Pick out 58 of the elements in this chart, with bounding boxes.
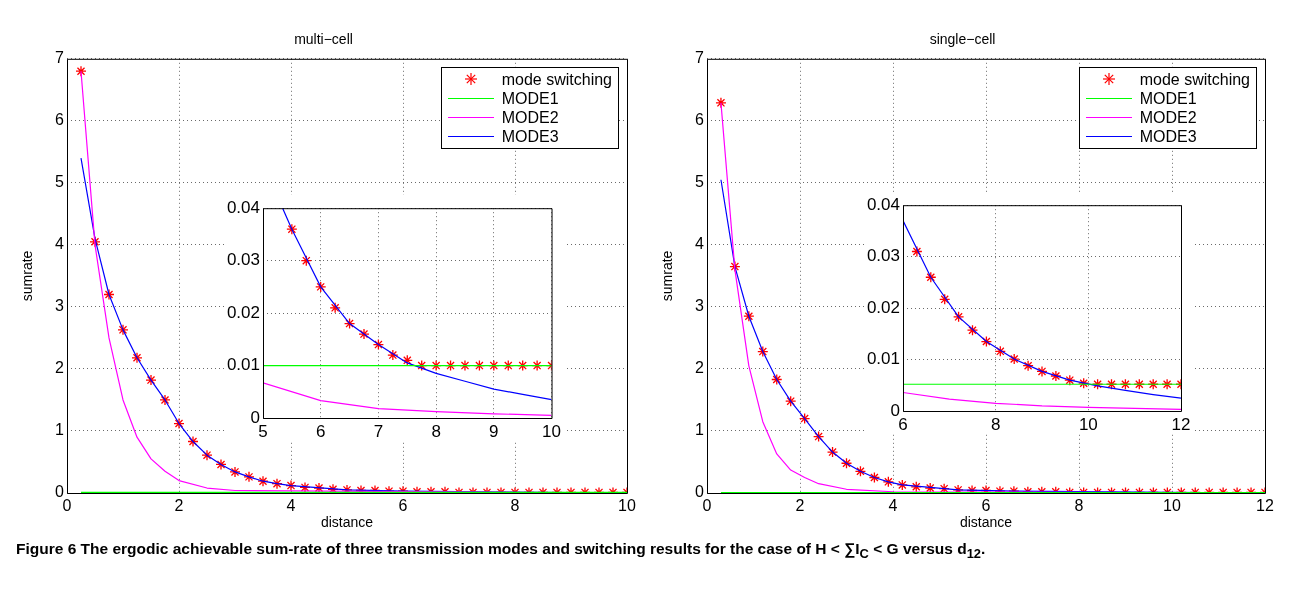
y-tick-label: 7 xyxy=(55,49,65,67)
y-tick-label: 5 xyxy=(695,173,705,191)
x-tick-label: 10 xyxy=(1078,414,1098,434)
y-tick-label: 0.02 xyxy=(866,297,900,317)
x-tick-label: 8 xyxy=(990,414,1001,434)
y-tick-label: 0.04 xyxy=(866,194,900,214)
chart-title: single−cell xyxy=(929,31,996,48)
legend-label: MODE1 xyxy=(501,88,559,108)
y-tick-label: 2 xyxy=(695,359,705,377)
x-tick-label: 2 xyxy=(174,497,184,515)
y-tick-label: 0.04 xyxy=(226,197,260,217)
y-tick-label: 3 xyxy=(695,297,705,315)
y-tick-label: 4 xyxy=(55,235,65,253)
caption: Figure 6 The ergodic achievable sum-rate of three transmission modes and switching results for the case of H < ∑I$_{C}$ < G versus d$_{12}$. xyxy=(16,540,987,562)
y-tick-label: 0 xyxy=(695,483,705,501)
y-tick-label: 0.01 xyxy=(866,349,900,369)
x-tick-label: 7 xyxy=(373,421,384,441)
x-axis-title: distance xyxy=(320,514,374,531)
y-axis-title: sumrate xyxy=(19,250,36,302)
x-tick-label: 9 xyxy=(489,421,499,441)
x-tick-label: 4 xyxy=(286,497,296,515)
y-tick-label: 5 xyxy=(55,173,65,191)
y-tick-label: 2 xyxy=(55,359,65,377)
legend-label: MODE1 xyxy=(1139,88,1197,108)
x-axis-title: distance xyxy=(959,514,1013,531)
legend-label: MODE3 xyxy=(1139,126,1197,146)
legend-label: MODE3 xyxy=(501,126,559,146)
legend-label: MODE2 xyxy=(1139,107,1197,127)
y-tick-label: 0.03 xyxy=(866,246,900,266)
y-tick-label: 0.03 xyxy=(226,250,260,270)
x-tick-label: 6 xyxy=(315,421,326,441)
y-tick-label: 1 xyxy=(695,421,705,439)
x-tick-label: 2 xyxy=(795,497,805,515)
x-tick-label: 10 xyxy=(618,497,636,515)
x-tick-label: 10 xyxy=(1163,497,1181,515)
legend-label: MODE2 xyxy=(501,107,559,127)
chart-title: multi−cell xyxy=(294,31,353,48)
y-tick-label: 3 xyxy=(55,297,65,315)
y-tick-label: 0.01 xyxy=(226,355,260,375)
y-tick-label: 0.02 xyxy=(226,302,260,322)
x-tick-label: 6 xyxy=(981,497,991,515)
y-tick-label: 0 xyxy=(55,483,65,501)
legend-label: mode switching xyxy=(501,69,612,89)
y-tick-label: 1 xyxy=(55,421,65,439)
y-tick-label: 6 xyxy=(55,111,65,129)
y-tick-label: 6 xyxy=(695,111,705,129)
x-tick-label: 12 xyxy=(1171,414,1191,434)
y-axis-title: sumrate xyxy=(659,250,676,302)
y-tick-label: 4 xyxy=(695,235,705,253)
y-tick-label: 0 xyxy=(890,400,900,420)
x-tick-label: 8 xyxy=(510,497,520,515)
legend-label: mode switching xyxy=(1139,69,1250,89)
x-tick-label: 8 xyxy=(431,421,441,441)
x-tick-label: 12 xyxy=(1256,497,1274,515)
y-tick-label: 7 xyxy=(695,49,705,67)
x-tick-label: 6 xyxy=(398,497,408,515)
x-tick-label: 8 xyxy=(1074,497,1084,515)
x-tick-label: 10 xyxy=(542,421,562,441)
